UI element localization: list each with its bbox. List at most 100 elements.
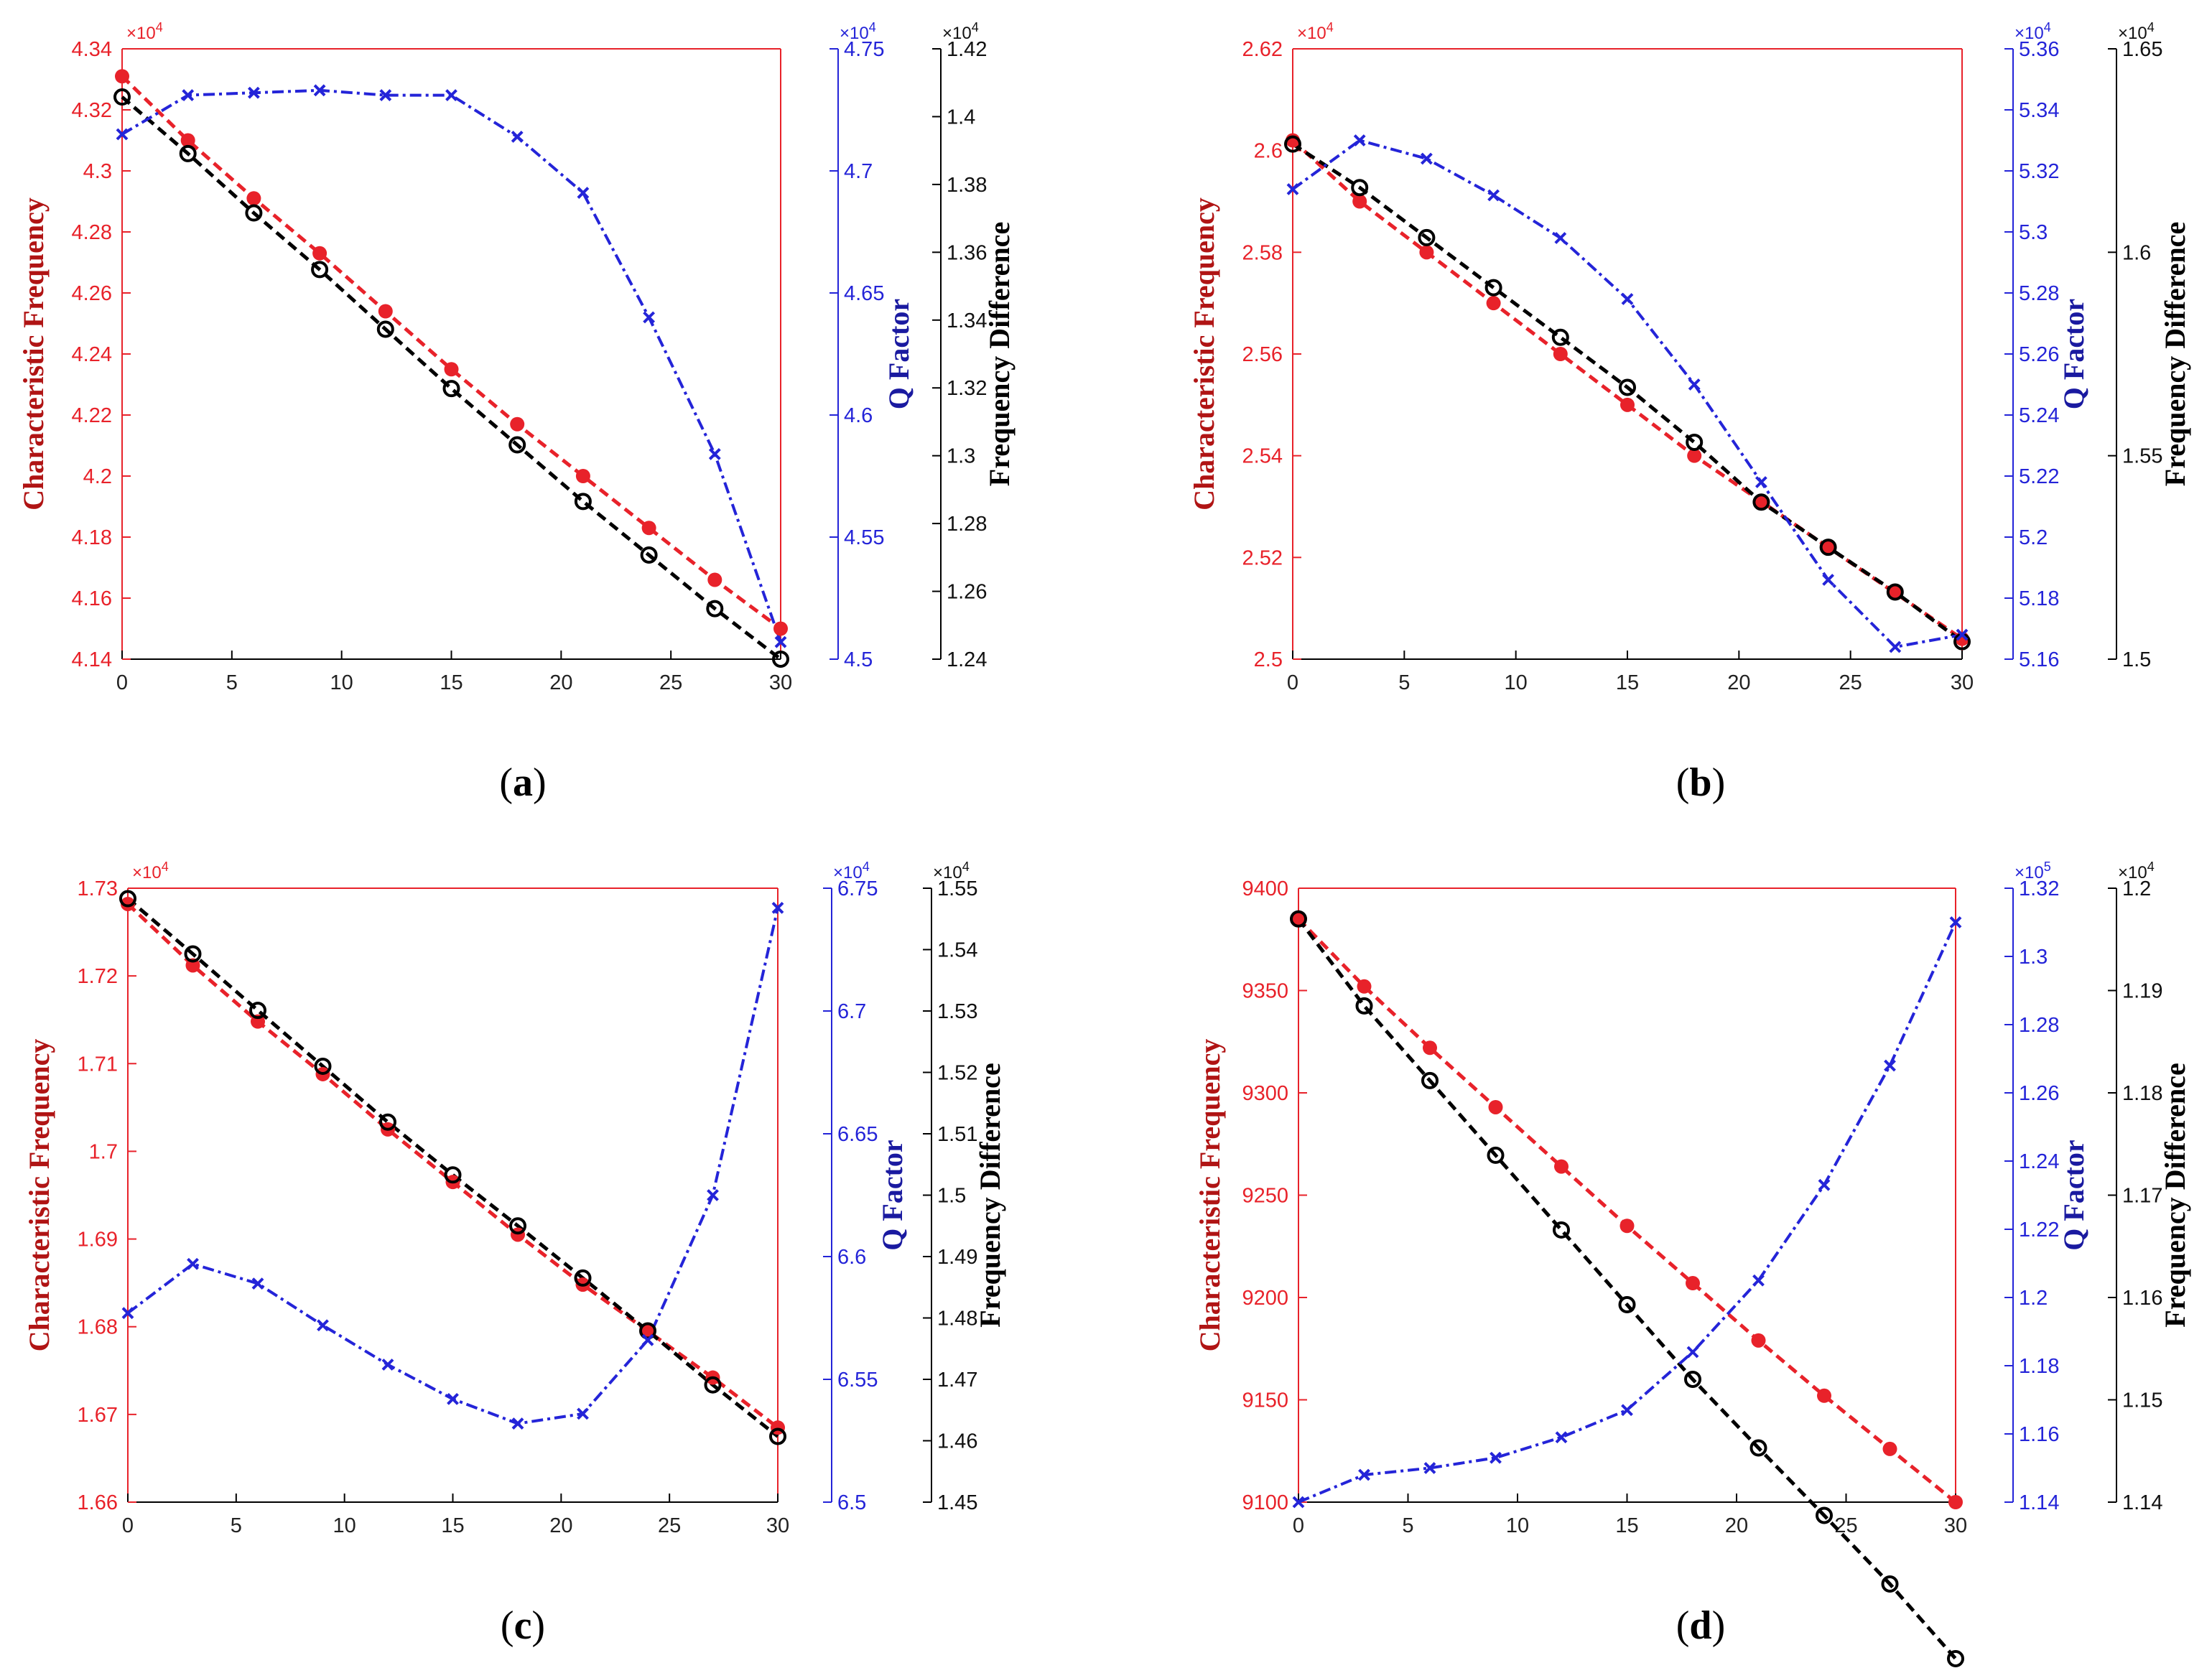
diff-tick-label: 1.49 bbox=[937, 1246, 977, 1269]
x-tick-label: 15 bbox=[441, 1514, 464, 1537]
data-point-q-factor bbox=[1286, 183, 1299, 195]
x-tick-label: 15 bbox=[1616, 671, 1639, 694]
x-tick-label: 10 bbox=[1506, 1514, 1529, 1537]
left-axis-exponent-power: 4 bbox=[1326, 20, 1334, 34]
chart-panel-d: 0 5 10 15 20 25 30 9100 9150 9200 9250 9300 9350 9400… bbox=[1194, 859, 2191, 1668]
x-tick-label: 20 bbox=[1725, 1514, 1748, 1537]
q-tick-label: 4.7 bbox=[844, 160, 873, 183]
data-point-frequency-difference bbox=[1816, 1506, 1833, 1524]
left-tick-label: 2.54 bbox=[1242, 445, 1283, 468]
data-point-characteristic-frequency bbox=[1817, 1388, 1831, 1403]
x-tick-label: 20 bbox=[549, 671, 572, 694]
q-tick-label: 1.2 bbox=[2019, 1287, 2048, 1310]
q-axis-title: Q Factor bbox=[883, 299, 915, 409]
x-tick-label: 20 bbox=[549, 1514, 572, 1537]
diff-tick-label: 1.42 bbox=[947, 38, 987, 61]
left-tick-label: 2.56 bbox=[1242, 343, 1283, 366]
diff-tick-label: 1.5 bbox=[2122, 648, 2151, 671]
data-point-characteristic-frequency bbox=[1423, 1040, 1437, 1056]
data-point-characteristic-frequency bbox=[246, 191, 261, 206]
data-point-q-factor bbox=[1688, 378, 1701, 391]
data-point-q-factor bbox=[1755, 476, 1767, 488]
chart-panel-c: 0 5 10 15 20 25 30 1.66 1.67 1.68 1.69 1.7 1.71 1.72 1… bbox=[23, 859, 1006, 1648]
diff-tick-label: 1.48 bbox=[937, 1308, 977, 1331]
data-point-frequency-difference bbox=[379, 1113, 396, 1131]
q-tick-label: 4.75 bbox=[844, 38, 884, 61]
data-point-q-factor bbox=[577, 187, 590, 200]
data-point-characteristic-frequency bbox=[185, 958, 200, 973]
q-axis-title: Q Factor bbox=[2058, 1140, 2090, 1250]
left-tick-label: 4.24 bbox=[72, 343, 112, 366]
left-tick-label: 1.73 bbox=[78, 877, 118, 900]
left-tick-label: 2.5 bbox=[1254, 648, 1283, 671]
left-tick-label: 9250 bbox=[1242, 1185, 1288, 1208]
x-tick-label: 0 bbox=[1287, 671, 1298, 694]
data-point-characteristic-frequency bbox=[1620, 397, 1635, 412]
data-point-characteristic-frequency bbox=[575, 469, 590, 483]
panel-caption-open: ( bbox=[501, 1603, 514, 1648]
data-point-frequency-difference bbox=[444, 1166, 462, 1184]
series-line-characteristic-frequency bbox=[1297, 918, 1957, 1504]
data-point-q-factor bbox=[247, 86, 260, 99]
x-tick-label: 0 bbox=[1293, 1514, 1304, 1537]
q-tick-label: 5.36 bbox=[2019, 38, 2059, 61]
series-line-frequency-difference bbox=[1297, 918, 1957, 1660]
diff-tick-label: 1.24 bbox=[947, 648, 987, 671]
data-point-frequency-difference bbox=[1351, 179, 1369, 197]
left-tick-label: 1.67 bbox=[78, 1404, 118, 1427]
q-tick-label: 6.5 bbox=[837, 1491, 866, 1514]
q-tick-label: 4.55 bbox=[844, 526, 884, 549]
x-tick-label: 25 bbox=[1839, 671, 1862, 694]
q-tick-label: 1.28 bbox=[2019, 1014, 2059, 1037]
diff-tick-label: 1.14 bbox=[2122, 1491, 2162, 1514]
diff-tick-label: 1.47 bbox=[937, 1369, 977, 1392]
data-point-frequency-difference bbox=[1752, 493, 1770, 511]
left-tick-label: 4.18 bbox=[72, 526, 112, 549]
data-point-q-factor bbox=[1353, 134, 1366, 146]
diff-axis-title: Frequency Difference bbox=[983, 222, 1016, 486]
diff-tick-label: 1.51 bbox=[937, 1123, 977, 1146]
series-line-q-factor bbox=[1298, 921, 1957, 1504]
diff-tick-label: 1.53 bbox=[937, 1000, 977, 1023]
data-point-q-factor bbox=[447, 1392, 459, 1405]
diff-tick-label: 1.6 bbox=[2122, 241, 2151, 264]
data-point-q-factor bbox=[643, 311, 656, 324]
q-tick-label: 1.26 bbox=[2019, 1082, 2059, 1105]
q-tick-label: 1.16 bbox=[2019, 1423, 2059, 1446]
left-tick-label: 4.26 bbox=[72, 282, 112, 305]
data-point-q-factor bbox=[1822, 574, 1835, 586]
data-point-q-factor bbox=[251, 1277, 264, 1290]
left-axis-exponent: ×104 bbox=[132, 859, 169, 882]
data-point-q-factor bbox=[1555, 1431, 1568, 1444]
x-tick-label: 25 bbox=[658, 1514, 681, 1537]
series-line-frequency-difference bbox=[1291, 142, 1964, 643]
x-tick-label: 0 bbox=[122, 1514, 134, 1537]
data-point-characteristic-frequency bbox=[1686, 1276, 1700, 1291]
data-point-characteristic-frequency bbox=[444, 362, 459, 377]
data-point-frequency-difference bbox=[706, 600, 724, 618]
diff-axis-title: Frequency Difference bbox=[2159, 222, 2191, 486]
data-point-characteristic-frequency bbox=[1554, 1159, 1569, 1174]
data-point-characteristic-frequency bbox=[1291, 911, 1306, 926]
diff-tick-label: 1.65 bbox=[2122, 38, 2162, 61]
data-point-characteristic-frequency bbox=[510, 416, 525, 432]
x-tick-label: 30 bbox=[766, 1514, 789, 1537]
panel-caption-close: ) bbox=[1712, 760, 1726, 805]
diff-tick-label: 1.3 bbox=[947, 445, 975, 468]
data-point-q-factor bbox=[577, 1407, 589, 1420]
data-point-q-factor bbox=[1889, 640, 1902, 653]
diff-axis-exponent-power: 4 bbox=[2147, 859, 2155, 874]
q-tick-label: 6.55 bbox=[837, 1369, 878, 1392]
q-tick-label: 5.32 bbox=[2019, 160, 2059, 183]
x-tick-label: 20 bbox=[1727, 671, 1750, 694]
data-point-q-factor bbox=[511, 1417, 524, 1430]
diff-tick-label: 1.28 bbox=[947, 513, 987, 536]
panel-caption-open: ( bbox=[1676, 1603, 1690, 1648]
panel-caption-letter: c bbox=[514, 1603, 532, 1648]
diff-tick-label: 1.34 bbox=[947, 309, 987, 332]
data-point-characteristic-frequency bbox=[1352, 194, 1367, 209]
q-tick-label: 1.32 bbox=[2019, 877, 2059, 900]
data-point-q-factor bbox=[445, 89, 457, 102]
data-point-frequency-difference bbox=[1618, 1295, 1636, 1313]
chart-panel-b: 0 5 10 15 20 25 30 2.5 2.52 2.54 2.56 2.58 2.6 2.62 ×1… bbox=[1188, 20, 2191, 805]
